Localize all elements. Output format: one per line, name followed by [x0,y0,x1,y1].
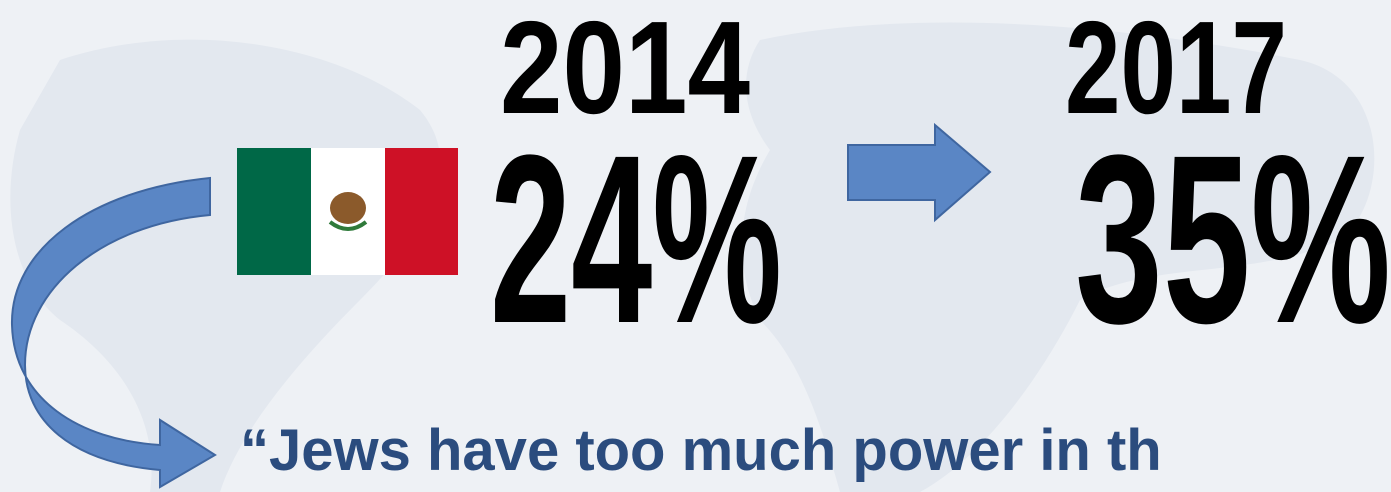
right-arrow [847,122,992,223]
curved-arrow [10,176,217,489]
quote: “Jews have too much power in th [240,418,1162,483]
year-2017: 2017 [1065,0,1287,141]
mexico-flag [237,148,458,275]
percent-2014: 24% [490,105,782,373]
percent-2017: 35% [1075,105,1391,373]
year-2014: 2014 [500,0,750,141]
